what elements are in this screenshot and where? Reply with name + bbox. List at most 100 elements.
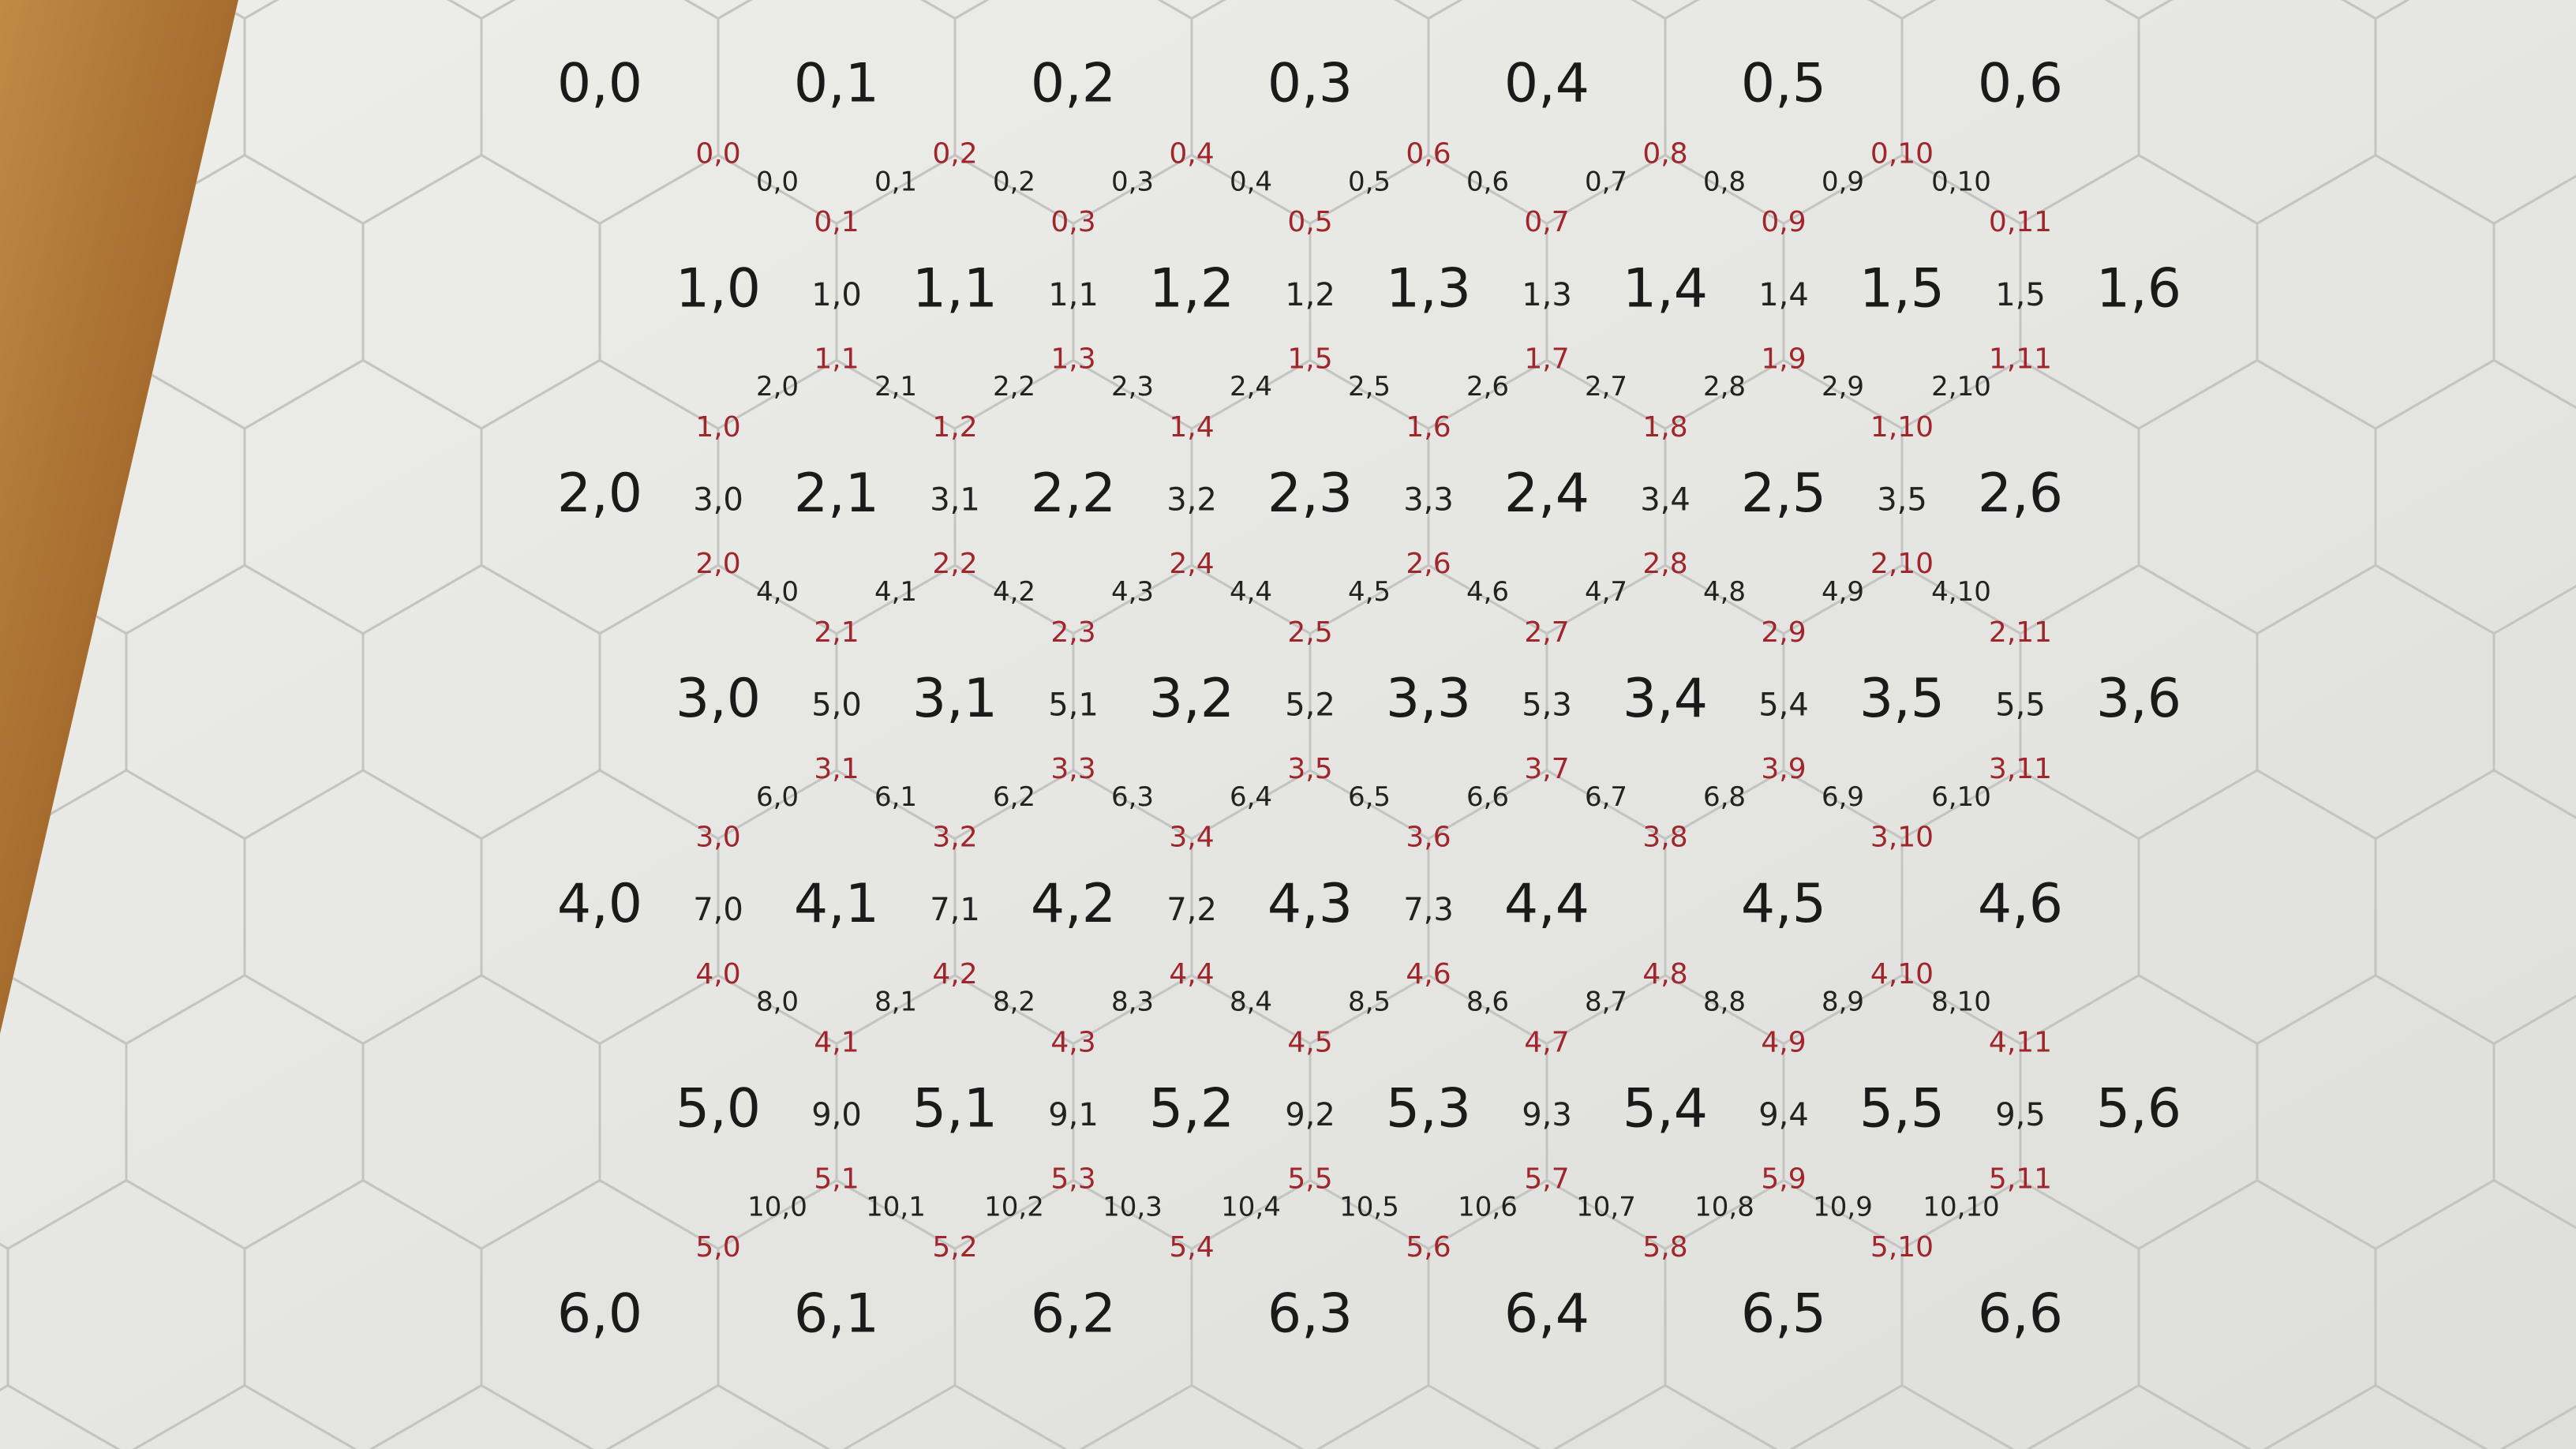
edge-label: 6,2: [993, 781, 1035, 813]
wall-label: 9,1: [1048, 1097, 1099, 1133]
hex-label: 5,2: [1149, 1078, 1234, 1140]
hex-cell: [2374, 1178, 2576, 1449]
edge-label: 2,8: [1703, 371, 1746, 402]
hex-label: 0,3: [1267, 53, 1353, 115]
hex-label: 0,1: [794, 53, 879, 115]
vertex-label: 1,5: [1287, 343, 1332, 375]
hex-label: 3,4: [1623, 668, 1708, 730]
edge-label: 0,7: [1585, 166, 1627, 197]
edge-label: 4,7: [1585, 576, 1627, 608]
hex-label: 4,1: [794, 873, 879, 935]
vertex-label: 3,6: [1406, 822, 1451, 854]
vertex-label: 1,0: [695, 411, 740, 444]
vertex-label: 4,0: [695, 958, 740, 990]
hex-label: 3,1: [912, 668, 998, 730]
wall-label: 1,0: [811, 277, 862, 313]
hex-label: 1,3: [1386, 257, 1471, 320]
hex-label: 2,6: [1978, 462, 2063, 525]
vertex-label: 0,5: [1287, 206, 1332, 238]
edge-label: 2,2: [993, 371, 1035, 402]
edge-label: 4,8: [1703, 576, 1746, 608]
vertex-label: 2,2: [932, 548, 977, 580]
edge-label: 4,4: [1230, 576, 1272, 608]
edge-label: 10,6: [1458, 1191, 1518, 1222]
edge-label: 4,2: [993, 576, 1035, 608]
hex-label: 4,6: [1978, 873, 2063, 935]
edge-label: 8,7: [1585, 987, 1627, 1018]
hex-label: 1,0: [676, 257, 761, 320]
vertex-label: 2,3: [1050, 616, 1095, 649]
vertex-label: 1,1: [814, 343, 859, 375]
vertex-label: 3,3: [1050, 753, 1095, 785]
edge-label: 10,5: [1339, 1191, 1399, 1222]
edge-label: 10,8: [1694, 1191, 1754, 1222]
vertex-label: 1,7: [1524, 343, 1569, 375]
hex-label: 5,3: [1386, 1078, 1471, 1140]
vertex-label: 3,8: [1642, 822, 1687, 854]
hex-label: 1,1: [912, 257, 998, 320]
edge-label: 10,3: [1103, 1191, 1163, 1222]
wall-label: 5,5: [1995, 687, 2046, 723]
wall-label: 5,1: [1048, 687, 1099, 723]
edge-label: 0,4: [1230, 166, 1272, 197]
wall-label: 9,3: [1522, 1097, 1572, 1133]
vertex-label: 0,3: [1050, 206, 1095, 238]
hex-label: 2,0: [557, 462, 642, 525]
edge-label: 2,4: [1230, 371, 1272, 402]
hex-label: 4,5: [1741, 873, 1826, 935]
hex-label: 2,2: [1031, 462, 1116, 525]
vertex-label: 2,4: [1169, 548, 1214, 580]
wall-label: 5,3: [1522, 687, 1572, 723]
edge-label: 2,10: [1931, 371, 1991, 402]
vertex-label: 1,9: [1761, 343, 1806, 375]
edge-label: 10,9: [1813, 1191, 1873, 1222]
edge-label: 8,3: [1111, 987, 1154, 1018]
hex-label: 3,0: [676, 668, 761, 730]
wall-label: 5,2: [1285, 687, 1335, 723]
edge-label: 6,3: [1111, 781, 1154, 813]
vertex-label: 1,8: [1642, 411, 1687, 444]
edge-label: 10,0: [747, 1191, 807, 1222]
wall-label: 5,4: [1758, 687, 1809, 723]
hex-label: 0,5: [1741, 53, 1826, 115]
vertex-label: 2,5: [1287, 616, 1332, 649]
vertex-label: 4,8: [1642, 958, 1687, 990]
hex-label: 2,5: [1741, 462, 1826, 525]
edge-label: 4,9: [1822, 576, 1864, 608]
edge-label: 4,6: [1466, 576, 1509, 608]
edge-label: 4,1: [874, 576, 917, 608]
edge-label: 0,9: [1822, 166, 1864, 197]
edge-label: 0,0: [756, 166, 799, 197]
vertex-label: 3,1: [814, 753, 859, 785]
edge-label: 6,8: [1703, 781, 1746, 813]
vertex-label: 0,6: [1406, 138, 1451, 170]
hex-label: 6,2: [1031, 1282, 1116, 1345]
wall-label: 5,0: [811, 687, 862, 723]
vertex-label: 5,5: [1287, 1163, 1332, 1196]
vertex-label: 2,0: [695, 548, 740, 580]
vertex-label: 2,11: [1989, 616, 2052, 649]
vertex-label: 0,8: [1642, 138, 1687, 170]
hex-label: 4,4: [1504, 873, 1589, 935]
edge-label: 6,10: [1931, 781, 1991, 813]
vertex-label: 4,5: [1287, 1026, 1332, 1058]
hex-label: 6,1: [794, 1282, 879, 1345]
edge-label: 6,5: [1348, 781, 1391, 813]
edge-label: 8,1: [874, 987, 917, 1018]
hex-label: 2,3: [1267, 462, 1353, 525]
vertex-label: 4,9: [1761, 1026, 1806, 1058]
edge-label: 2,0: [756, 371, 799, 402]
wall-label: 7,3: [1403, 892, 1454, 928]
hex-label: 5,6: [2096, 1078, 2181, 1140]
hex-label: 0,2: [1031, 53, 1116, 115]
vertex-label: 0,7: [1524, 206, 1569, 238]
hex-label: 0,6: [1978, 53, 2063, 115]
hex-label: 6,0: [557, 1282, 642, 1345]
wall-label: 9,5: [1995, 1097, 2046, 1133]
edge-label: 6,4: [1230, 781, 1272, 813]
edge-label: 0,10: [1931, 166, 1991, 197]
wall-label: 3,0: [693, 482, 743, 519]
hex-label: 5,1: [912, 1078, 998, 1140]
vertex-label: 4,3: [1050, 1026, 1095, 1058]
edge-label: 8,2: [993, 987, 1035, 1018]
